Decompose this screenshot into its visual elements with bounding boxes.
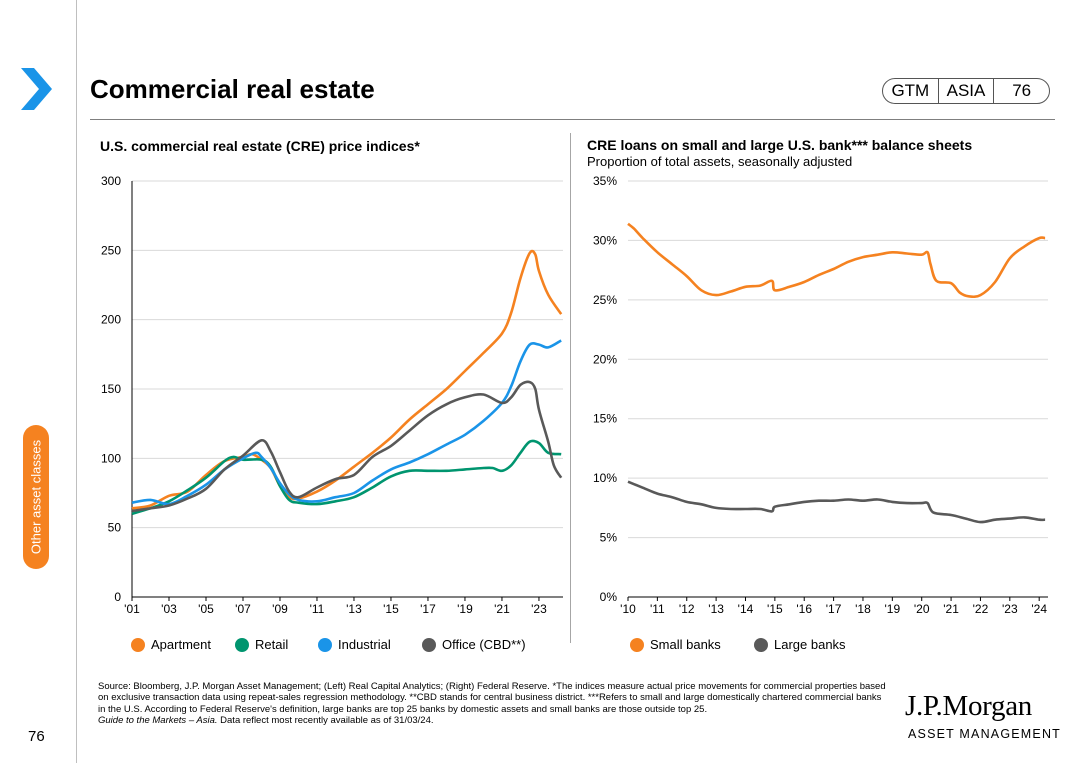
page-number: 76 bbox=[28, 728, 45, 745]
legend-swatch bbox=[630, 637, 644, 652]
legend-swatch bbox=[422, 637, 436, 652]
left-x-tick-label: '05 bbox=[198, 602, 214, 616]
left-y-tick-label: 100 bbox=[101, 451, 121, 465]
right-series-small-banks bbox=[627, 222, 1046, 299]
left-x-tick-label: '19 bbox=[457, 602, 473, 616]
jpmorgan-logo-sub: ASSET MANAGEMENT bbox=[908, 727, 1062, 741]
legend-label: Apartment bbox=[151, 637, 211, 652]
left-series-office-cbd bbox=[131, 380, 563, 513]
left-x-tick-label: '17 bbox=[420, 602, 436, 616]
legend-item: Large banks bbox=[754, 637, 846, 652]
right-chart-title: CRE loans on small and large U.S. bank**… bbox=[587, 137, 973, 153]
badge-page: 76 bbox=[1012, 81, 1032, 100]
legend-item: Retail bbox=[235, 637, 288, 652]
left-chart-title: U.S. commercial real estate (CRE) price … bbox=[100, 138, 420, 154]
source-text: Source: Bloomberg, J.P. Morgan Asset Man… bbox=[98, 681, 886, 715]
right-x-tick-label: '16 bbox=[796, 602, 812, 616]
left-series-retail bbox=[131, 439, 562, 516]
guide-title: Guide to the Markets – Asia. bbox=[98, 715, 218, 727]
right-x-tick-label: '11 bbox=[650, 602, 665, 616]
right-y-tick-label: 35% bbox=[593, 174, 617, 188]
right-y-tick-label: 5% bbox=[600, 531, 618, 545]
left-x-tick-label: '07 bbox=[235, 602, 251, 616]
right-x-tick-label: '23 bbox=[1002, 602, 1018, 616]
right-y-tick-label: 20% bbox=[593, 352, 617, 366]
right-x-tick-label: '24 bbox=[1031, 602, 1047, 616]
section-tab[interactable] bbox=[23, 425, 49, 569]
left-x-tick-label: '13 bbox=[346, 602, 362, 616]
source-note: Source: Bloomberg, J.P. Morgan Asset Man… bbox=[98, 681, 888, 727]
badge-gtm: GTM bbox=[891, 81, 930, 100]
right-x-tick-label: '14 bbox=[738, 602, 754, 616]
legend-item: Small banks bbox=[630, 637, 721, 652]
right-x-tick-label: '20 bbox=[914, 602, 930, 616]
legend-swatch bbox=[235, 637, 249, 652]
right-y-tick-label: 10% bbox=[593, 471, 617, 485]
left-y-tick-label: 250 bbox=[101, 243, 121, 257]
title-divider bbox=[90, 119, 1055, 120]
right-y-tick-label: 25% bbox=[593, 293, 617, 307]
right-x-tick-label: '18 bbox=[855, 602, 871, 616]
left-x-tick-label: '21 bbox=[494, 602, 510, 616]
left-x-tick-label: '23 bbox=[531, 602, 547, 616]
legend-swatch bbox=[318, 637, 332, 652]
legend-item: Office (CBD**) bbox=[422, 637, 526, 652]
left-y-tick-label: 50 bbox=[108, 521, 122, 535]
left-y-tick-label: 0 bbox=[114, 590, 121, 604]
legend-swatch bbox=[131, 637, 145, 652]
left-x-tick-label: '03 bbox=[161, 602, 177, 616]
legend-label: Industrial bbox=[338, 637, 391, 652]
legend-label: Retail bbox=[255, 637, 289, 652]
right-x-tick-label: '22 bbox=[973, 602, 989, 616]
right-x-tick-label: '12 bbox=[679, 602, 695, 616]
chart-divider bbox=[570, 133, 571, 643]
legend-swatch bbox=[754, 637, 768, 652]
right-x-tick-label: '10 bbox=[620, 602, 636, 616]
right-y-tick-label: 30% bbox=[593, 233, 617, 247]
jpmorgan-logo: J.P.Morgan bbox=[905, 690, 1032, 722]
legend-label: Large banks bbox=[774, 637, 846, 652]
left-x-tick-label: '09 bbox=[272, 602, 288, 616]
left-x-tick-label: '11 bbox=[310, 602, 325, 616]
left-y-tick-label: 200 bbox=[101, 313, 121, 327]
right-series-large-banks bbox=[627, 480, 1046, 524]
right-x-tick-label: '17 bbox=[826, 602, 842, 616]
left-x-tick-label: '15 bbox=[383, 602, 399, 616]
left-margin-rule bbox=[76, 0, 77, 763]
right-x-tick-label: '19 bbox=[885, 602, 901, 616]
badge-region: ASIA bbox=[946, 81, 986, 100]
chevron-right-icon bbox=[21, 68, 52, 110]
gtm-badge: GTM ASIA 76 bbox=[882, 78, 1050, 104]
right-y-tick-label: 15% bbox=[593, 412, 617, 426]
left-y-tick-label: 150 bbox=[101, 382, 121, 396]
legend-label: Small banks bbox=[650, 637, 721, 652]
legend-item: Industrial bbox=[318, 637, 391, 652]
right-y-tick-label: 0% bbox=[600, 590, 618, 604]
left-y-tick-label: 300 bbox=[101, 174, 121, 188]
legend-item: Apartment bbox=[131, 637, 211, 652]
right-x-tick-label: '21 bbox=[943, 602, 959, 616]
page-title: Commercial real estate bbox=[90, 74, 375, 104]
right-chart-subtitle: Proportion of total assets, seasonally a… bbox=[587, 154, 853, 169]
right-x-tick-label: '13 bbox=[708, 602, 724, 616]
data-note: Data reflect most recently available as … bbox=[217, 715, 434, 727]
right-x-tick-label: '15 bbox=[767, 602, 783, 616]
legend-label: Office (CBD**) bbox=[442, 637, 526, 652]
left-x-tick-label: '01 bbox=[124, 602, 140, 616]
